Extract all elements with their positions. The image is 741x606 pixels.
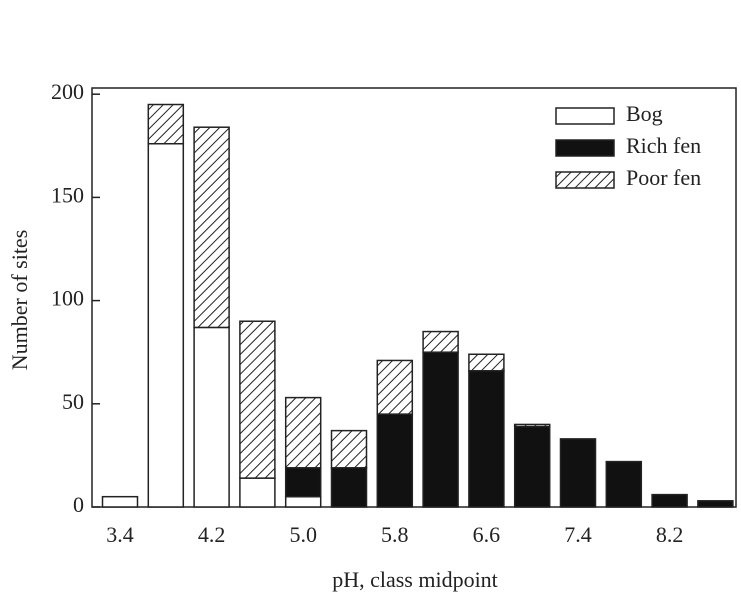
y-tick-label: 200	[51, 79, 84, 104]
bar-segment	[422, 330, 459, 353]
bar-segment	[376, 413, 414, 508]
legend-swatch	[555, 171, 615, 189]
bar-segment	[284, 467, 322, 498]
x-tick-label: 4.2	[198, 522, 226, 547]
bar-segment	[468, 353, 505, 372]
x-tick-label: 5.8	[381, 522, 409, 547]
bar-segment	[330, 429, 368, 469]
bar-segment	[422, 351, 459, 508]
bar-segment	[605, 460, 643, 508]
legend-swatch	[555, 107, 615, 125]
x-tick-label: 6.6	[473, 522, 501, 547]
bar-segment	[193, 126, 230, 329]
legend-label: Bog	[626, 101, 663, 126]
bar-segment	[239, 477, 276, 508]
y-tick-label: 0	[73, 492, 84, 517]
bar-segment	[468, 370, 505, 508]
bar-segment	[284, 495, 322, 508]
y-tick-label: 150	[51, 182, 84, 207]
bar-segment	[284, 396, 322, 469]
bar-segment	[559, 438, 597, 508]
y-tick-label: 50	[62, 389, 84, 414]
bar-segment	[651, 493, 688, 508]
x-tick-label: 8.2	[656, 522, 684, 547]
bar-segment	[239, 320, 276, 479]
bar-segment	[697, 500, 734, 508]
plot-frame	[91, 87, 737, 508]
bar-segment	[330, 467, 368, 508]
legend-label: Rich fen	[626, 133, 701, 158]
bar-segment	[147, 142, 185, 508]
y-axis-label: Number of sites	[7, 230, 32, 371]
bar-segment	[101, 495, 139, 508]
x-tick-label: 7.4	[564, 522, 592, 547]
legend-label: Poor fen	[626, 165, 701, 190]
bar-segment	[147, 103, 185, 145]
bar-segment	[513, 423, 551, 428]
bar-segment	[376, 359, 414, 415]
bar-segment	[193, 326, 230, 508]
y-tick-label: 100	[51, 286, 84, 311]
x-axis-label: pH, class midpoint	[332, 567, 498, 592]
bar-segment	[513, 425, 551, 508]
legend-swatch	[555, 139, 615, 157]
x-tick-label: 5.0	[289, 522, 317, 547]
x-tick-label: 3.4	[106, 522, 134, 547]
